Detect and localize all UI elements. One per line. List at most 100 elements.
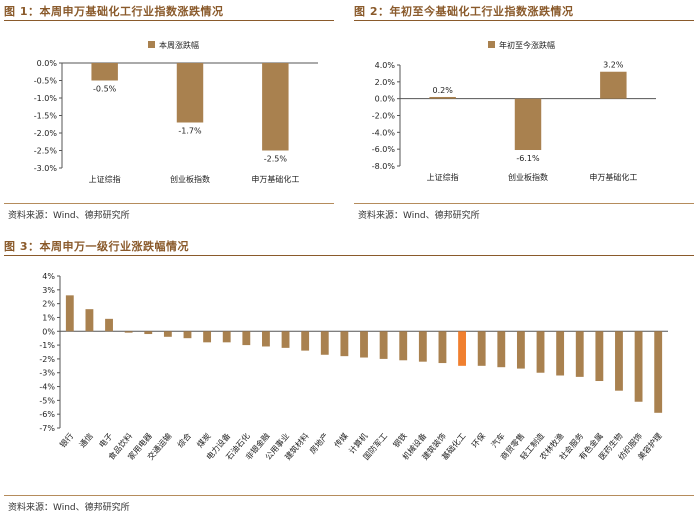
bar-创业板指数: [514, 98, 542, 151]
y-tick-label: -2.0%: [34, 129, 58, 138]
y-tick-label: -4%: [39, 383, 55, 392]
y-tick-label: -0.5%: [34, 77, 58, 86]
category-label-汽车: 汽车: [489, 431, 507, 450]
figure-3-source-rule: [4, 495, 694, 496]
data-label-上证综指: 0.2%: [433, 86, 454, 95]
y-tick-label: 1%: [42, 313, 55, 322]
bar-银行: [65, 295, 74, 332]
bar-计算机: [360, 331, 368, 358]
bar-申万基础化工: [262, 63, 289, 151]
bar-创业板指数: [176, 63, 204, 123]
figure-3-title: 图 3：本周申万一级行业涨跌幅情况: [4, 240, 189, 253]
y-tick-label: 0.0%: [375, 95, 396, 104]
category-label-申万基础化工: 申万基础化工: [589, 172, 637, 182]
bar-非银金融: [262, 331, 270, 347]
bar-美容护理: [654, 331, 663, 413]
category-label-电子: 电子: [97, 431, 115, 450]
bar-上证综指: [429, 96, 456, 99]
category-label-综合: 综合: [175, 431, 193, 450]
figure-1-source-rule: [4, 203, 334, 204]
y-tick-label: 2%: [42, 300, 55, 309]
data-label-申万基础化工: 3.2%: [603, 61, 624, 70]
figure-2-source-rule: [354, 203, 694, 204]
category-label-上证综指: 上证综指: [427, 172, 459, 182]
y-tick-label: -8.0%: [372, 162, 396, 171]
category-label-通信: 通信: [77, 431, 95, 450]
bar-煤炭: [203, 331, 212, 343]
bar-轻工制造: [536, 331, 545, 373]
category-label-房地产: 房地产: [307, 431, 330, 456]
figure-2-title: 图 2：年初至今基础化工行业指数涨跌情况: [354, 5, 574, 18]
y-tick-label: -2%: [39, 355, 55, 364]
legend-label: 本周涨跌幅: [159, 40, 199, 50]
bar-通信: [85, 309, 94, 332]
y-tick-label: 0%: [42, 327, 55, 336]
category-label-钢铁: 钢铁: [391, 431, 409, 450]
figure-1-source: 资料来源：Wind、德邦研究所: [8, 211, 130, 221]
chart-industry-weekly-change: 4%3%2%1%0%-1%-2%-3%-4%-5%-6%-7%银行 通信 电子食品饮…: [39, 272, 668, 462]
legend-label: 年初至今涨跌幅: [499, 40, 555, 50]
bar-国防军工: [379, 331, 388, 359]
data-label-创业板指数: -1.7%: [178, 127, 202, 136]
category-label-环保: 环保: [469, 431, 487, 450]
figure-1-title-rule: [4, 20, 334, 21]
legend-swatch: [148, 41, 155, 48]
bar-环保: [477, 331, 486, 366]
bar-食品饮料: [124, 331, 133, 333]
y-tick-label: -1.0%: [34, 94, 58, 103]
data-label-创业板指数: -6.1%: [516, 154, 540, 163]
y-tick-label: 0.0%: [37, 59, 58, 68]
legend-swatch: [488, 41, 495, 48]
data-label-申万基础化工: -2.5%: [264, 155, 288, 164]
bar-基础化工: [458, 331, 466, 366]
bar-石油石化: [242, 331, 251, 346]
bar-建筑材料: [301, 331, 310, 351]
y-tick-label: -4.0%: [372, 128, 396, 137]
bar-建筑装饰: [438, 331, 447, 364]
category-label-银行: 银行: [57, 431, 75, 450]
category-label-煤炭: 煤炭: [195, 431, 213, 450]
bar-汽车: [497, 331, 506, 368]
y-tick-label: -7%: [39, 424, 55, 433]
y-tick-label: -6.0%: [372, 145, 396, 154]
bar-交通运输: [163, 331, 172, 337]
bar-纺织服饰: [634, 331, 643, 402]
category-label-创业板指数: 创业板指数: [508, 172, 548, 182]
bar-有色金属: [595, 331, 604, 382]
chart-legend: 年初至今涨跌幅: [488, 40, 555, 50]
bar-公用事业: [281, 331, 290, 348]
y-tick-label: -3.0%: [34, 164, 58, 173]
figure-3-source: 资料来源：Wind、德邦研究所: [8, 503, 130, 513]
y-tick-label: -2.5%: [34, 147, 58, 156]
category-label-传媒: 传媒: [332, 431, 350, 450]
bar-商贸零售: [516, 331, 525, 369]
bar-综合: [183, 331, 192, 339]
chart-legend: 本周涨跌幅: [148, 40, 199, 50]
y-tick-label: -6%: [39, 410, 55, 419]
y-tick-label: 3%: [42, 286, 55, 295]
bar-钢铁: [399, 331, 408, 361]
y-tick-label: 4%: [42, 272, 55, 281]
bar-电力设备: [222, 331, 231, 343]
bar-传媒: [340, 331, 349, 357]
data-label-上证综指: -0.5%: [93, 85, 117, 94]
y-tick-label: 2.0%: [375, 78, 396, 87]
bar-上证综指: [91, 63, 118, 81]
category-label-申万基础化工: 申万基础化工: [251, 174, 299, 184]
bar-房地产: [320, 331, 329, 355]
figure-2-source: 资料来源：Wind、德邦研究所: [358, 211, 480, 221]
bar-机械设备: [418, 331, 427, 362]
bar-申万基础化工: [600, 71, 627, 99]
bar-社会服务: [575, 331, 584, 377]
chart-weekly-index-change: 本周涨跌幅 0.0% -0.5% -1.0% -1.5% -2.0% -2.5% -3.0% -…: [34, 40, 318, 184]
bar-农林牧渔: [556, 331, 565, 376]
y-tick-label: -3%: [39, 369, 55, 378]
y-tick-label: 4.0%: [375, 61, 396, 70]
bar-家用电器: [144, 331, 153, 335]
y-tick-label: -1.5%: [34, 112, 58, 121]
figure-2-title-rule: [354, 20, 694, 21]
y-tick-label: -5%: [39, 396, 55, 405]
y-tick-label: -1%: [39, 341, 55, 350]
category-label-创业板指数: 创业板指数: [170, 174, 210, 184]
figure-3-title-rule: [4, 255, 694, 256]
